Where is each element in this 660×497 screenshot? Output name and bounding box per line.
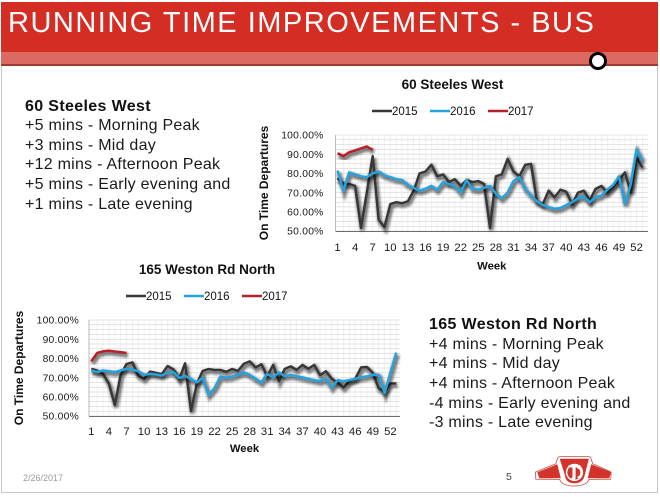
svg-text:4: 4 [352,242,358,254]
svg-text:On Time Departures: On Time Departures [257,125,271,240]
svg-text:52: 52 [630,242,643,254]
svg-text:2017: 2017 [262,291,288,303]
svg-text:165 Weston Rd North: 165 Weston Rd North [139,262,275,277]
svg-text:22: 22 [208,426,221,438]
svg-text:7: 7 [370,242,376,254]
svg-text:Week: Week [477,261,507,273]
svg-text:37: 37 [542,242,555,254]
svg-text:80.00%: 80.00% [287,169,323,180]
svg-text:50.00%: 50.00% [287,227,323,238]
svg-text:90.00%: 90.00% [43,335,79,346]
svg-text:2017: 2017 [508,106,534,118]
svg-text:28: 28 [243,426,256,438]
svg-text:2015: 2015 [146,291,172,303]
svg-text:49: 49 [367,426,380,438]
svg-text:7: 7 [123,426,129,438]
svg-text:22: 22 [454,242,467,254]
svg-text:46: 46 [595,242,608,254]
svg-text:25: 25 [472,242,485,254]
svg-text:16: 16 [173,426,186,438]
svg-text:52: 52 [384,426,397,438]
svg-text:40: 40 [314,426,327,438]
svg-text:2016: 2016 [450,106,476,118]
svg-text:40: 40 [560,242,573,254]
svg-text:60.00%: 60.00% [43,393,79,404]
svg-text:13: 13 [402,242,415,254]
svg-text:2015: 2015 [392,106,418,118]
svg-text:43: 43 [578,242,591,254]
svg-text:90.00%: 90.00% [287,150,323,161]
svg-text:1: 1 [88,426,94,438]
svg-text:Week: Week [230,443,260,455]
svg-text:43: 43 [331,426,344,438]
svg-text:70.00%: 70.00% [43,373,79,384]
svg-text:100.00%: 100.00% [281,131,323,142]
svg-text:19: 19 [437,242,450,254]
svg-text:28: 28 [490,242,503,254]
svg-text:100.00%: 100.00% [37,316,79,327]
svg-text:46: 46 [349,426,362,438]
svg-text:19: 19 [191,426,204,438]
svg-text:31: 31 [507,242,520,254]
svg-text:34: 34 [279,426,292,438]
svg-text:16: 16 [419,242,432,254]
svg-text:25: 25 [226,426,239,438]
svg-text:50.00%: 50.00% [43,412,79,423]
svg-text:4: 4 [106,426,112,438]
svg-text:10: 10 [138,426,151,438]
svg-text:13: 13 [155,426,168,438]
svg-text:60 Steeles West: 60 Steeles West [402,77,504,92]
svg-text:80.00%: 80.00% [43,354,79,365]
svg-text:70.00%: 70.00% [287,188,323,199]
svg-text:2016: 2016 [204,291,230,303]
svg-text:1: 1 [334,242,340,254]
svg-text:On Time Departures: On Time Departures [12,310,26,425]
svg-text:60.00%: 60.00% [287,208,323,219]
svg-text:10: 10 [384,242,397,254]
svg-text:34: 34 [525,242,538,254]
svg-text:37: 37 [296,426,309,438]
svg-text:31: 31 [261,426,274,438]
svg-text:49: 49 [613,242,626,254]
